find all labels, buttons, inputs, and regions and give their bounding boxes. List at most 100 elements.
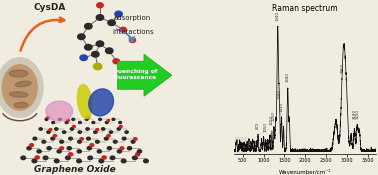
Circle shape <box>130 38 136 43</box>
Circle shape <box>70 128 74 130</box>
Circle shape <box>102 128 105 130</box>
Circle shape <box>79 121 81 124</box>
Text: 1340: 1340 <box>276 10 280 20</box>
Circle shape <box>96 41 104 47</box>
Circle shape <box>77 140 81 143</box>
Circle shape <box>138 150 142 153</box>
Circle shape <box>133 156 137 160</box>
Circle shape <box>121 159 126 163</box>
Circle shape <box>37 150 41 153</box>
Circle shape <box>90 144 94 146</box>
Circle shape <box>55 128 58 130</box>
Circle shape <box>104 137 108 140</box>
Ellipse shape <box>89 89 113 116</box>
Circle shape <box>21 156 26 160</box>
Circle shape <box>105 48 113 54</box>
Circle shape <box>91 51 99 57</box>
Circle shape <box>105 121 108 124</box>
Circle shape <box>59 118 61 120</box>
Circle shape <box>115 11 122 17</box>
Circle shape <box>119 125 122 128</box>
Text: adsorption: adsorption <box>114 15 151 21</box>
Circle shape <box>96 140 99 143</box>
Circle shape <box>45 118 48 120</box>
Circle shape <box>134 138 137 140</box>
Circle shape <box>96 129 99 131</box>
Circle shape <box>122 137 126 140</box>
Text: 1050: 1050 <box>263 122 268 132</box>
Circle shape <box>39 128 42 130</box>
Circle shape <box>88 156 93 160</box>
Text: 1580: 1580 <box>286 72 290 82</box>
Circle shape <box>119 121 122 124</box>
Text: CysDA: CysDA <box>34 3 66 12</box>
Circle shape <box>47 131 50 133</box>
Circle shape <box>113 59 119 64</box>
Circle shape <box>62 131 66 133</box>
Circle shape <box>120 27 127 32</box>
Text: 1430: 1430 <box>279 102 284 112</box>
Circle shape <box>67 120 70 121</box>
Circle shape <box>144 159 148 163</box>
Ellipse shape <box>2 65 37 110</box>
Circle shape <box>107 147 112 150</box>
Circle shape <box>108 20 115 26</box>
Text: 3180: 3180 <box>352 109 356 119</box>
Circle shape <box>42 140 46 143</box>
Circle shape <box>69 137 73 140</box>
Text: 1380: 1380 <box>277 89 281 99</box>
Circle shape <box>107 135 110 137</box>
Circle shape <box>120 147 124 150</box>
Circle shape <box>99 159 104 163</box>
Circle shape <box>60 140 64 143</box>
Circle shape <box>72 118 75 120</box>
Title: Raman spectrum: Raman spectrum <box>273 4 338 13</box>
Circle shape <box>94 131 97 133</box>
Ellipse shape <box>14 102 28 108</box>
Circle shape <box>85 44 92 50</box>
Circle shape <box>30 144 33 146</box>
Circle shape <box>102 156 106 159</box>
Circle shape <box>51 137 54 140</box>
Circle shape <box>73 125 75 128</box>
Circle shape <box>77 34 85 40</box>
Ellipse shape <box>9 92 28 97</box>
Text: interactions: interactions <box>112 29 154 34</box>
Circle shape <box>131 140 135 143</box>
Circle shape <box>35 156 39 159</box>
Text: 872: 872 <box>256 122 260 129</box>
Circle shape <box>117 150 122 153</box>
Circle shape <box>43 156 48 160</box>
Circle shape <box>60 147 64 150</box>
Circle shape <box>47 147 51 150</box>
Circle shape <box>99 118 101 120</box>
Circle shape <box>110 156 115 160</box>
Text: Graphene Oxide: Graphene Oxide <box>34 165 115 174</box>
Text: Quenching of
Fluorescence: Quenching of Fluorescence <box>113 69 157 80</box>
Circle shape <box>32 159 37 163</box>
Circle shape <box>65 121 68 124</box>
Circle shape <box>92 121 95 124</box>
Text: 1200: 1200 <box>270 115 274 125</box>
Circle shape <box>87 147 91 150</box>
Circle shape <box>107 120 110 121</box>
Circle shape <box>109 131 113 133</box>
Circle shape <box>33 137 37 140</box>
Circle shape <box>57 150 61 153</box>
Circle shape <box>87 137 90 140</box>
Circle shape <box>77 159 81 163</box>
Text: 3250: 3250 <box>355 109 359 119</box>
Circle shape <box>68 153 73 156</box>
FancyBboxPatch shape <box>118 54 172 96</box>
Circle shape <box>80 55 87 61</box>
Circle shape <box>27 147 31 150</box>
Circle shape <box>97 3 103 8</box>
Circle shape <box>77 150 81 153</box>
Circle shape <box>125 131 128 133</box>
Ellipse shape <box>46 101 73 121</box>
Circle shape <box>85 23 92 29</box>
Circle shape <box>96 15 104 20</box>
Circle shape <box>67 147 71 150</box>
Circle shape <box>85 118 88 120</box>
Circle shape <box>53 135 57 137</box>
